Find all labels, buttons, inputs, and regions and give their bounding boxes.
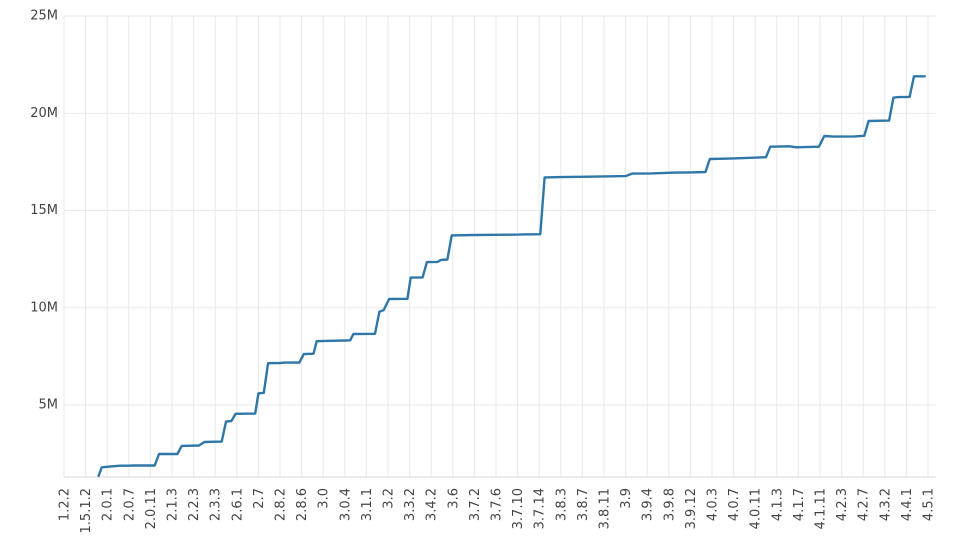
x-tick-label: 1.2.2 (58, 488, 73, 521)
x-tick-label: 4.3.2 (878, 488, 893, 521)
y-axis-ticks: 5M 10M 15M 20M 25M (30, 9, 58, 413)
x-tick-label: 2.8.2 (274, 488, 289, 521)
x-tick-label: 3.4.2 (425, 488, 440, 521)
x-tick-label: 3.7.14 (533, 488, 548, 529)
series-layer (97, 75, 926, 477)
x-tick-label: 3.9 (619, 488, 634, 509)
y-tick-label: 5M (39, 398, 59, 413)
x-axis-ticks: 1.2.2 1.5.1.2 2.0.1 2.0.7 2.0.11 2.1.3 2.2.3 2.… (58, 488, 937, 533)
x-tick-label: 4.1.11 (814, 488, 829, 529)
x-tick-label: 2.8.6 (295, 488, 310, 521)
x-tick-label: 2.0.11 (144, 488, 159, 529)
x-tick-label: 3.9.8 (662, 488, 677, 521)
x-tick-label: 4.4.1 (900, 488, 915, 521)
x-tick-label: 4.0.3 (706, 488, 721, 521)
x-tick-label: 3.0.4 (338, 488, 353, 521)
x-tick-label: 2.0.7 (122, 488, 137, 521)
x-tick-label: 2.1.3 (166, 488, 181, 521)
x-tick-label: 4.2.3 (835, 488, 850, 521)
x-tick-label: 3.2 (382, 488, 397, 509)
x-tick-label: 2.6.1 (230, 488, 245, 521)
x-tick-label: 3.8.3 (554, 488, 569, 521)
x-tick-label: 2.3.3 (209, 488, 224, 521)
x-tick-label: 3.9.12 (684, 488, 699, 529)
x-tick-label: 3.7.2 (468, 488, 483, 521)
x-tick-label: 2.2.3 (187, 488, 202, 521)
x-tick-label: 4.1.7 (792, 488, 807, 521)
x-tick-label: 4.2.7 (857, 488, 872, 521)
y-tick-label: 15M (30, 203, 58, 218)
x-tick-label: 4.1.3 (770, 488, 785, 521)
x-tick-label: 1.5.1.2 (79, 488, 94, 533)
y-tick-label: 25M (30, 9, 58, 24)
x-tick-label: 3.7.6 (490, 488, 505, 521)
x-tick-label: 4.0.11 (749, 488, 764, 529)
x-tick-label: 4.0.7 (727, 488, 742, 521)
x-tick-label: 4.5.1 (922, 488, 937, 521)
grid-layer (63, 15, 936, 478)
series-line (97, 75, 926, 477)
x-tick-label: 3.3.2 (403, 488, 418, 521)
x-tick-label: 2.0.1 (101, 488, 116, 521)
x-tick-label: 3.9.4 (641, 488, 656, 521)
y-tick-label: 20M (30, 106, 58, 121)
x-tick-label: 3.7.10 (511, 488, 526, 529)
x-tick-label: 3.0 (317, 488, 332, 509)
x-tick-label: 3.1.1 (360, 488, 375, 521)
x-tick-label: 2.7 (252, 488, 267, 509)
x-tick-label: 3.8.7 (576, 488, 591, 521)
x-tick-label: 3.6 (446, 488, 461, 509)
y-tick-label: 10M (30, 300, 58, 315)
x-tick-label: 3.8.11 (598, 488, 613, 529)
